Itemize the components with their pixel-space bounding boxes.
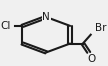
Text: Br: Br	[95, 23, 106, 33]
Text: N: N	[42, 12, 50, 22]
Text: O: O	[88, 54, 96, 64]
Text: Cl: Cl	[0, 21, 11, 31]
